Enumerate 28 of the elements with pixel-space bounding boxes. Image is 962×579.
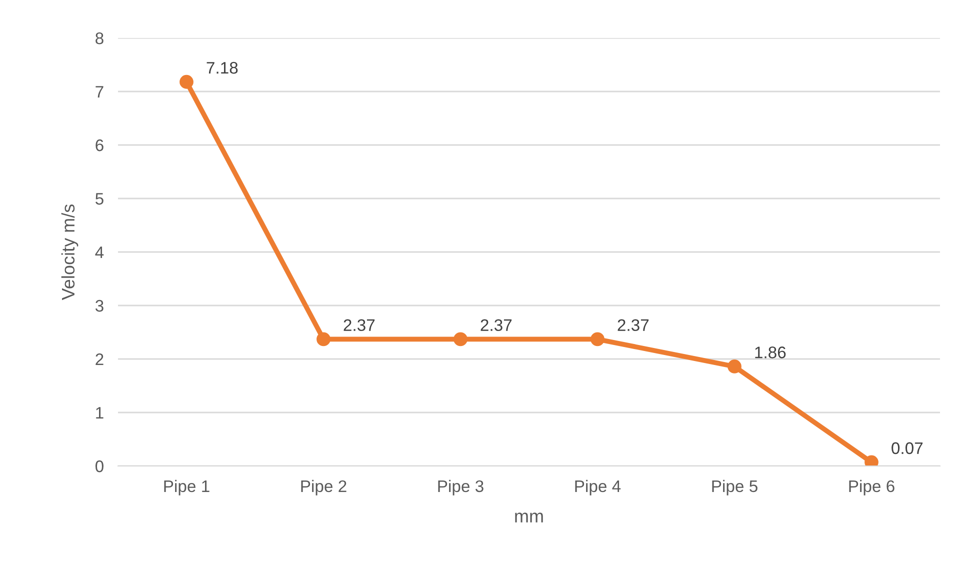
y-tick-label: 6 xyxy=(96,139,104,152)
y-tick-label: 4 xyxy=(95,246,104,258)
point xyxy=(316,332,330,346)
point xyxy=(454,332,468,346)
data-label: 0.07 xyxy=(892,442,923,454)
x-tick-label: Pipe 2 xyxy=(301,480,346,496)
x-tick-label: Pipe 3 xyxy=(438,480,484,496)
y-tick-label: 3 xyxy=(95,300,104,312)
data-label: 7.18 xyxy=(206,62,238,74)
x-tick-label: Pipe 4 xyxy=(575,480,621,496)
y-tick-label: 5 xyxy=(96,193,104,205)
data-label: 1.86 xyxy=(755,346,786,358)
x-tick-label: Pipe 6 xyxy=(849,480,894,496)
point xyxy=(590,332,604,346)
y-axis-title: Velocity m/s xyxy=(61,204,78,300)
y-tick-label: 2 xyxy=(96,353,104,366)
data-label: 2.37 xyxy=(480,319,512,332)
y-tick-label: 0 xyxy=(95,460,104,472)
data-label: 2.37 xyxy=(618,319,649,332)
y-tick-label: 8 xyxy=(96,32,104,44)
point xyxy=(180,74,194,89)
y-tick-label: 7 xyxy=(96,86,104,98)
x-axis-title: mm xyxy=(515,512,543,522)
data-label: 2.37 xyxy=(344,319,375,332)
y-tick-label: 1 xyxy=(96,407,104,419)
x-tick-label: Pipe 5 xyxy=(712,480,758,496)
point xyxy=(728,360,742,374)
x-tick-label: Pipe 1 xyxy=(164,480,210,496)
